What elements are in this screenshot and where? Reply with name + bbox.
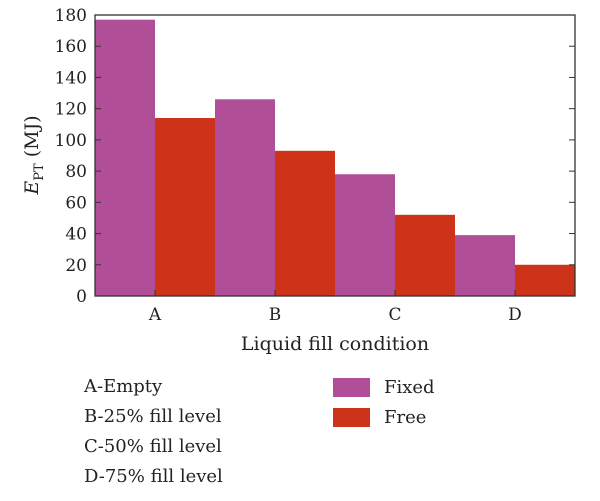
note-d: D-75% fill level — [84, 466, 223, 487]
x-tick-label: C — [388, 305, 401, 325]
note-a: A-Empty — [84, 376, 163, 397]
y-tick-label: 140 — [55, 68, 87, 88]
y-tick-label: 60 — [65, 193, 87, 213]
bar-free-a — [155, 118, 215, 297]
bar-fixed-d — [455, 235, 515, 296]
x-tick-label: A — [148, 305, 162, 325]
x-axis-title: Liquid fill condition — [241, 333, 429, 355]
y-axis-title: EPT (MJ) — [21, 115, 47, 195]
y-tick-label: 160 — [55, 37, 87, 57]
legend-label-free: Free — [384, 406, 427, 428]
legend-swatch-free — [333, 407, 370, 427]
bar-free-b — [275, 150, 335, 296]
bar-fixed-b — [215, 99, 275, 296]
y-axis-title-main: E — [21, 181, 43, 196]
bar-fixed-a — [95, 19, 155, 297]
bar-chart: 0 20 40 60 80 100 120 140 160 180 A B C D Liquid fil… — [21, 6, 576, 355]
bars-group — [95, 19, 575, 297]
legend-item-free: Free — [333, 402, 435, 432]
y-axis: 0 20 40 60 80 100 120 140 160 180 — [55, 6, 575, 307]
legend-item-fixed: Fixed — [333, 372, 435, 402]
bar-free-d — [515, 264, 575, 296]
legend-label-fixed: Fixed — [384, 376, 435, 398]
y-tick-label: 180 — [55, 6, 87, 26]
y-axis-title-subscript: PT — [32, 163, 47, 181]
x-tick-label: D — [508, 305, 522, 325]
plot-frame — [94, 14, 576, 297]
x-tick-label: B — [269, 305, 282, 325]
legend: Fixed Free — [333, 372, 435, 432]
x-axis: A B C D — [148, 290, 522, 325]
bar-fixed-c — [335, 174, 395, 296]
y-tick-label: 0 — [76, 287, 87, 307]
legend-swatch-fixed — [333, 377, 370, 397]
bar-free-c — [395, 214, 455, 296]
y-tick-label: 120 — [55, 100, 87, 120]
note-b: B-25% fill level — [84, 406, 222, 427]
y-axis-title-unit: (MJ) — [21, 115, 43, 163]
y-tick-label: 20 — [65, 256, 87, 276]
category-notes: A-Empty B-25% fill level C-50% fill leve… — [84, 372, 223, 492]
y-tick-label: 80 — [65, 162, 87, 182]
y-tick-label: 100 — [55, 131, 87, 151]
y-tick-label: 40 — [65, 225, 87, 245]
note-c: C-50% fill level — [84, 436, 222, 457]
